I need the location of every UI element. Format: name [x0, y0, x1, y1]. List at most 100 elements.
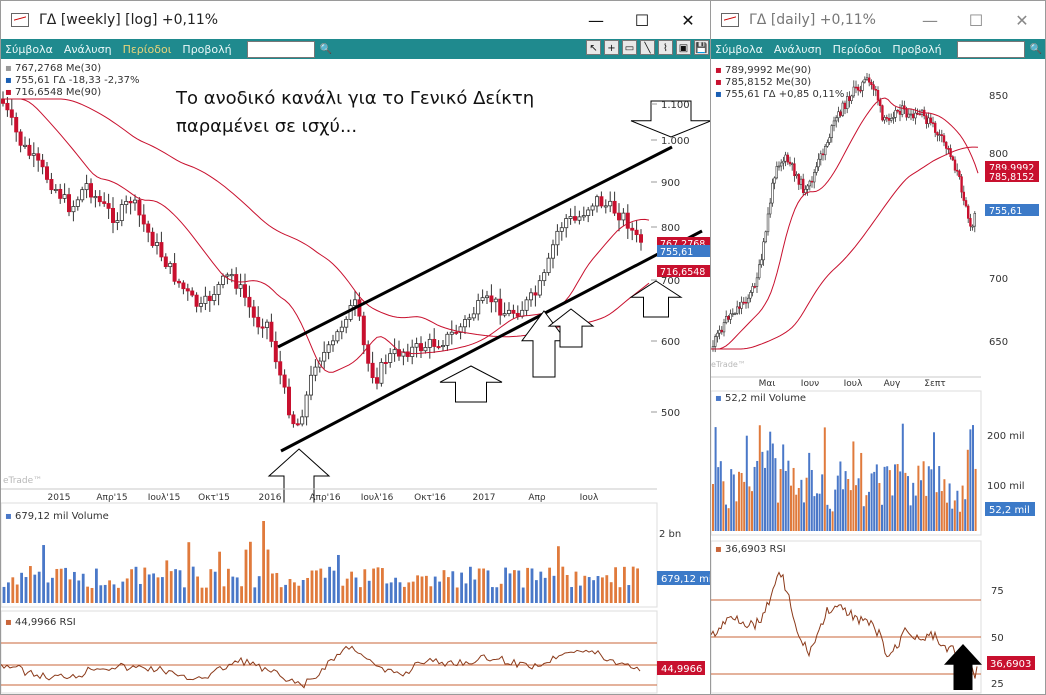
- weekly-chart-window: ΓΔ [weekly] [log] +0,11% — ☐ ✕ Σύμβολα Α…: [0, 0, 712, 695]
- search-icon[interactable]: 🔍: [1029, 43, 1043, 55]
- weekly-price-tag: 767,2768: [660, 239, 705, 250]
- weekly-volume-tick: 2 bn: [659, 529, 681, 540]
- daily-x-tick: Αυγ: [884, 379, 901, 389]
- daily-menu-bar: Σύμβολα Ανάλυση Περίοδοι Προβολή 🔍: [711, 39, 1045, 59]
- weekly-rsi-label: ▪ 44,9966 RSI: [5, 617, 76, 628]
- weekly-price-tag: 755,61: [660, 247, 693, 258]
- daily-rsi-label-text: 36,6903 RSI: [724, 544, 786, 555]
- weekly-watermark: eTrade™: [3, 476, 42, 486]
- symbol-search-input[interactable]: [246, 40, 315, 58]
- weekly-title-bar[interactable]: ΓΔ [weekly] [log] +0,11% — ☐ ✕: [1, 1, 711, 39]
- weekly-x-tick: Ιουλ'15: [148, 493, 181, 503]
- daily-x-tick: Μαι: [759, 379, 776, 389]
- menu-periods[interactable]: Περίοδοι: [832, 42, 882, 56]
- weekly-y-tick: 700: [661, 276, 680, 287]
- chart-app-icon: [721, 13, 739, 27]
- rectangle-tool-icon[interactable]: ▭: [622, 40, 637, 55]
- daily-chart-window: ΓΔ [daily] +0,11% — ☐ ✕ Σύμβολα Ανάλυση …: [710, 0, 1046, 695]
- channel-lower-line: [280, 229, 703, 453]
- weekly-menu-bar: Σύμβολα Ανάλυση Περίοδοι Προβολή 🔍 ↖ + ▭…: [1, 39, 711, 59]
- daily-y-tick: 850: [989, 91, 1008, 102]
- daily-price-tag: 789,9992: [989, 163, 1034, 174]
- legend-ma30: 767,2768 Me(30): [14, 63, 102, 74]
- daily-vol-tick-100: 100 mil: [987, 481, 1025, 492]
- weekly-y-tick: 600: [661, 337, 680, 348]
- weekly-x-tick: Ιουλ'16: [361, 493, 394, 503]
- legend-ma90: 789,9992 Me(90): [724, 65, 812, 76]
- daily-window-title: ΓΔ [daily] +0,11%: [749, 12, 876, 28]
- search-icon[interactable]: 🔍: [319, 43, 333, 55]
- weekly-legend: ▪ 767,2768 Me(30) ▪ 755,61 ΓΔ -18,33 -2,…: [5, 63, 140, 98]
- weekly-rsi-tag: 44,9966: [661, 664, 702, 675]
- weekly-y-tick: 500: [661, 408, 680, 419]
- weekly-x-tick: Οκτ'16: [414, 493, 446, 503]
- maximize-button[interactable]: ☐: [634, 10, 650, 30]
- image-export-icon[interactable]: ▣: [676, 40, 691, 55]
- daily-rsi-tick-50: 50: [991, 633, 1004, 644]
- weekly-x-tick: Απρ'16: [309, 493, 340, 503]
- save-icon[interactable]: 💾: [694, 40, 709, 55]
- weekly-volume-tag: 679,12 mil: [661, 574, 711, 585]
- legend-ma90: 716,6548 Me(90): [14, 87, 102, 98]
- daily-volume-label-text: 52,2 mil Volume: [724, 393, 807, 404]
- daily-rsi-label: ▪ 36,6903 RSI: [715, 544, 786, 555]
- daily-watermark: eTrade™: [711, 360, 746, 369]
- weekly-x-tick: Ιουλ: [580, 493, 599, 503]
- chart-annotation: Το ανοδικό κανάλι για το Γενικό Δείκτη π…: [176, 85, 534, 141]
- minimize-button[interactable]: —: [922, 10, 938, 30]
- weekly-x-tick: 2015: [48, 493, 71, 503]
- daily-x-tick: Ιουν: [801, 379, 819, 389]
- channel-upper-line: [277, 145, 673, 349]
- legend-price: 755,61 ΓΔ +0,85 0,11%: [724, 89, 845, 100]
- menu-symbols[interactable]: Σύμβολα: [5, 42, 53, 56]
- daily-title-bar[interactable]: ΓΔ [daily] +0,11% — ☐ ✕: [711, 1, 1045, 39]
- weekly-price-chart[interactable]: 2015 Απρ'15 Ιουλ'15 Οκτ'15 2016 Απρ'16 Ιουλ'16…: [1, 59, 711, 695]
- daily-price-tag: 785,8152: [989, 172, 1034, 183]
- chart-type-icon[interactable]: ⌇: [658, 40, 673, 55]
- close-button[interactable]: ✕: [681, 10, 695, 30]
- daily-x-tick: Σεπτ: [924, 379, 945, 389]
- weekly-y-tick: 1.100: [661, 100, 690, 111]
- chart-toolbar: ↖ + ▭ ╲ ⌇ ▣ 💾: [586, 40, 709, 55]
- crosshair-tool-icon[interactable]: +: [604, 40, 619, 55]
- daily-y-tick: 650: [989, 337, 1008, 348]
- annotation-line-2: παραμένει σε ισχύ...: [176, 116, 358, 137]
- minimize-button[interactable]: —: [588, 10, 604, 30]
- daily-rsi-tag: 36,6903: [990, 659, 1031, 670]
- weekly-volume-label-text: 679,12 mil Volume: [14, 511, 109, 522]
- weekly-y-tick: 900: [661, 178, 680, 189]
- maximize-button[interactable]: ☐: [968, 10, 984, 30]
- menu-analysis[interactable]: Ανάλυση: [63, 42, 112, 56]
- menu-symbols[interactable]: Σύμβολα: [715, 42, 763, 56]
- weekly-window-title: ΓΔ [weekly] [log] +0,11%: [39, 12, 219, 28]
- legend-price: 755,61 ΓΔ -18,33 -2,37%: [14, 75, 140, 86]
- daily-price-tag: 755,61: [989, 206, 1022, 217]
- daily-vol-tick-200: 200 mil: [987, 431, 1025, 442]
- weekly-x-tick: Οκτ'15: [198, 493, 230, 503]
- weekly-x-tick: 2016: [259, 493, 282, 503]
- chart-app-icon: [11, 13, 29, 27]
- daily-volume-label: ▪ 52,2 mil Volume: [715, 393, 807, 404]
- daily-rsi-tick-25: 25: [991, 679, 1004, 690]
- line-tool-icon[interactable]: ╲: [640, 40, 655, 55]
- daily-y-tick: 800: [989, 149, 1008, 160]
- menu-view[interactable]: Προβολή: [182, 42, 232, 56]
- weekly-y-tick: 1.000: [661, 136, 690, 147]
- legend-ma30: 785,8152 Me(30): [724, 77, 812, 88]
- daily-y-tick: 700: [989, 274, 1008, 285]
- daily-x-tick: Ιουλ: [844, 379, 863, 389]
- daily-volume-tag: 52,2 mil: [989, 505, 1030, 516]
- weekly-rsi-label-text: 44,9966 RSI: [14, 617, 76, 628]
- daily-legend: ▪ 789,9992 Me(90) ▪ 785,8152 Me(30) ▪ 75…: [715, 65, 845, 100]
- close-button[interactable]: ✕: [1015, 10, 1029, 30]
- weekly-volume-label: ▪ 679,12 mil Volume: [5, 511, 109, 522]
- menu-periods[interactable]: Περίοδοι: [122, 42, 172, 56]
- weekly-x-tick: Απρ'15: [96, 493, 127, 503]
- weekly-x-tick: Απρ: [528, 493, 546, 503]
- weekly-price-tag: 716,6548: [660, 267, 705, 278]
- menu-analysis[interactable]: Ανάλυση: [773, 42, 822, 56]
- symbol-search-input[interactable]: [956, 40, 1025, 58]
- menu-view[interactable]: Προβολή: [892, 42, 942, 56]
- pointer-tool-icon[interactable]: ↖: [586, 40, 601, 55]
